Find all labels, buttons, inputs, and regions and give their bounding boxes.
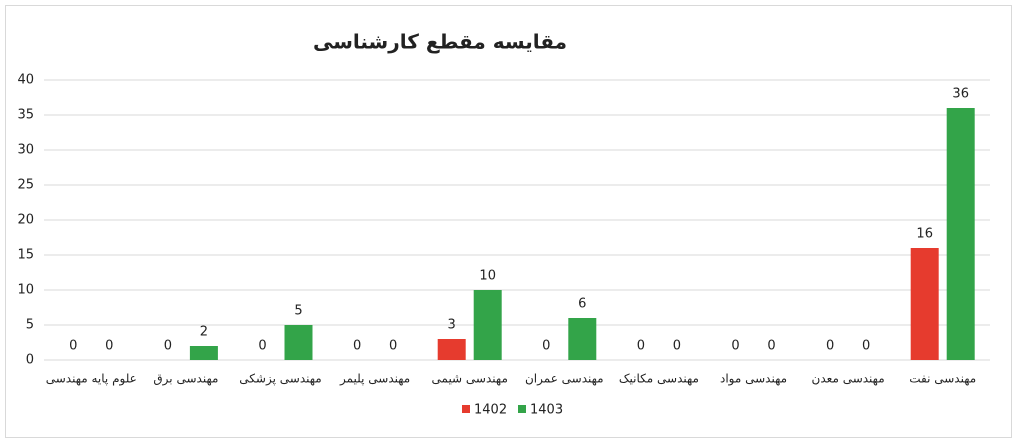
data-label: 0 bbox=[862, 339, 870, 354]
x-tick-label: مهندسی برق bbox=[153, 372, 218, 387]
x-tick-label: مهندسی شیمی bbox=[432, 372, 508, 386]
x-tick-label: مهندسی مواد bbox=[720, 372, 787, 387]
data-label: 36 bbox=[952, 87, 969, 102]
y-tick-label: 15 bbox=[17, 248, 34, 263]
legend-label: 1403 bbox=[530, 403, 563, 418]
y-tick-label: 10 bbox=[17, 283, 34, 298]
data-label: 16 bbox=[916, 227, 933, 242]
y-tick-label: 40 bbox=[17, 73, 34, 88]
data-label: 0 bbox=[731, 339, 739, 354]
data-label: 3 bbox=[448, 318, 456, 333]
legend-swatch bbox=[518, 405, 526, 413]
x-tick-label: مهندسی پزشکی bbox=[239, 372, 321, 387]
legend-swatch bbox=[462, 405, 470, 413]
data-label: 0 bbox=[637, 339, 645, 354]
bar bbox=[910, 248, 939, 360]
data-label: 10 bbox=[479, 269, 496, 284]
data-label: 6 bbox=[578, 297, 586, 312]
y-tick-label: 25 bbox=[17, 178, 34, 193]
data-label: 0 bbox=[826, 339, 834, 354]
data-label: 0 bbox=[389, 339, 397, 354]
y-tick-label: 0 bbox=[26, 353, 34, 368]
bar bbox=[284, 325, 313, 360]
bar bbox=[437, 339, 466, 360]
data-label: 0 bbox=[673, 339, 681, 354]
y-tick-label: 20 bbox=[17, 213, 34, 228]
chart-title: مقایسه مقطع کارشناسی bbox=[313, 30, 567, 54]
bar bbox=[189, 346, 218, 360]
data-label: 5 bbox=[294, 304, 302, 319]
x-tick-label: مهندسی نفت bbox=[909, 372, 976, 386]
x-tick-label: علوم پایه مهندسی bbox=[46, 372, 137, 387]
x-tick-label: مهندسی معدن bbox=[812, 372, 885, 386]
x-tick-label: مهندسی عمران bbox=[525, 372, 604, 387]
y-tick-label: 30 bbox=[17, 143, 34, 158]
data-label: 0 bbox=[258, 339, 266, 354]
y-tick-label: 5 bbox=[26, 318, 34, 333]
y-tick-label: 35 bbox=[17, 108, 34, 123]
x-tick-label: مهندسی پلیمر bbox=[339, 372, 410, 387]
data-label: 0 bbox=[542, 339, 550, 354]
data-label: 2 bbox=[200, 325, 208, 340]
bar bbox=[946, 108, 975, 360]
bar bbox=[473, 290, 502, 360]
bar bbox=[568, 318, 597, 360]
data-label: 0 bbox=[164, 339, 172, 354]
data-label: 0 bbox=[105, 339, 113, 354]
data-label: 0 bbox=[353, 339, 361, 354]
data-label: 0 bbox=[69, 339, 77, 354]
x-tick-label: مهندسی مکانیک bbox=[619, 372, 699, 386]
chart-frame bbox=[5, 5, 1012, 438]
data-label: 0 bbox=[767, 339, 775, 354]
legend-label: 1402 bbox=[474, 403, 507, 418]
